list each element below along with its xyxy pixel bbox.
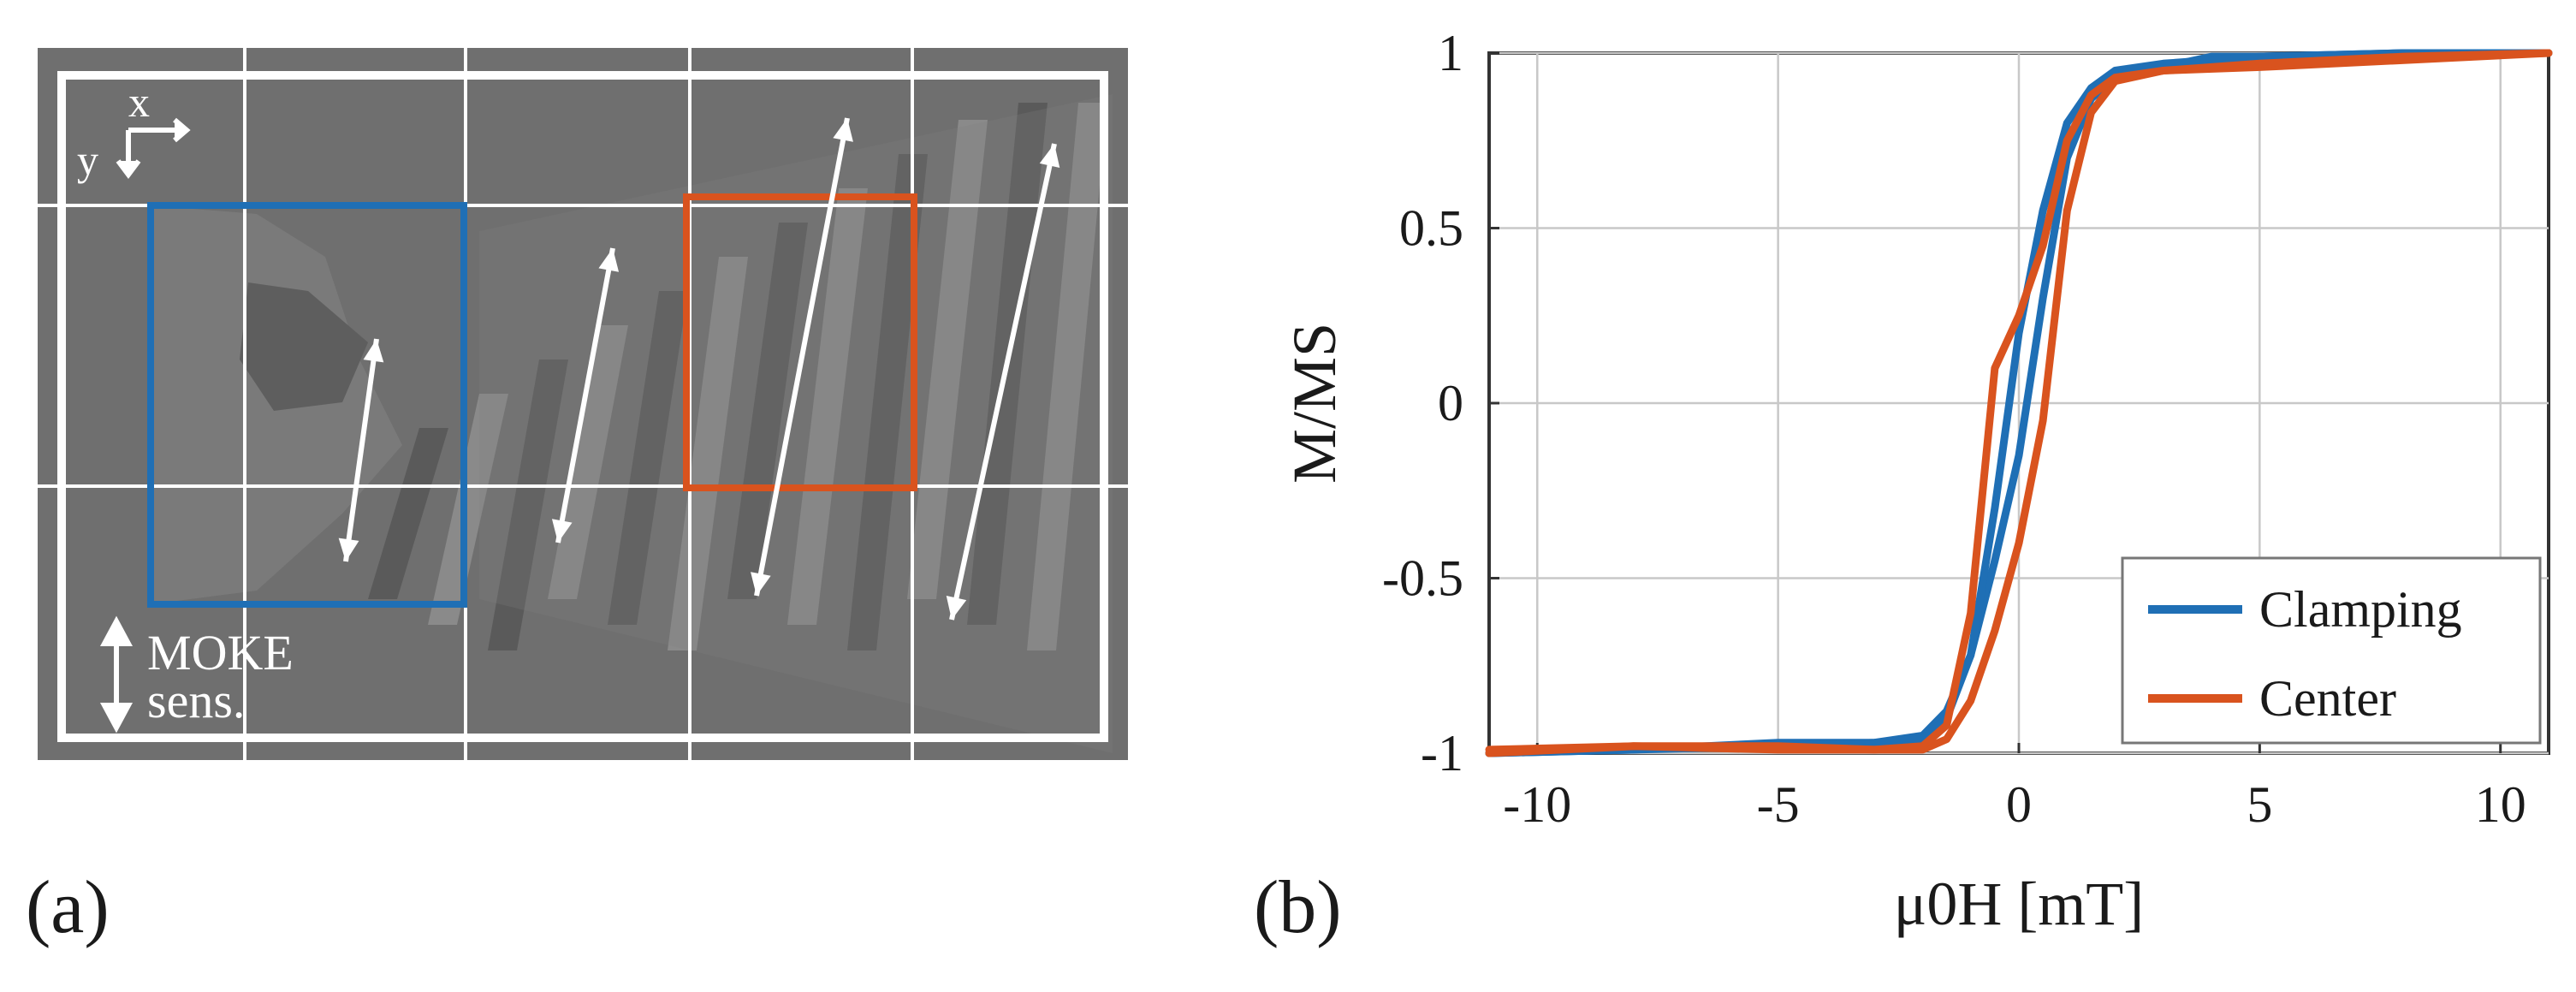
- y-tick-label: 0: [1438, 375, 1463, 431]
- y-tick-label: -0.5: [1382, 550, 1463, 607]
- x-tick-label: -10: [1503, 776, 1571, 833]
- domain-stripe: [428, 394, 508, 625]
- center-region-box: [683, 193, 917, 491]
- legend-entry: Center: [2259, 670, 2396, 727]
- domain-stripe: [488, 359, 568, 650]
- x-tick-label: 10: [2475, 776, 2526, 833]
- sensitivity-label-line1: MOKE: [147, 625, 294, 680]
- domain-stripe: [368, 428, 448, 599]
- panel-a-label: (a): [26, 866, 110, 949]
- double-arrow: [751, 117, 853, 597]
- domain-stripe: [847, 154, 928, 650]
- domain-stripe: [668, 257, 748, 650]
- legend-entry: Clamping: [2259, 581, 2462, 638]
- sensitivity-arrow-icon: [99, 615, 134, 734]
- x-tick-label: 0: [2006, 776, 2032, 833]
- x-tick-label: -5: [1757, 776, 1800, 833]
- double-arrow: [946, 143, 1060, 621]
- y-tick-label: -1: [1421, 725, 1463, 781]
- axis-y-label: y: [77, 136, 98, 184]
- domain-stripes: [151, 94, 1113, 753]
- x-axis-title: μ0H [mT]: [1894, 870, 2145, 938]
- domain-stripe: [787, 188, 868, 625]
- coordinate-axes-icon: [116, 117, 191, 179]
- double-arrow: [551, 247, 620, 544]
- series-layer: [1485, 49, 2553, 757]
- y-axis-ticks: -1 -0.5 0 0.5 1: [1382, 25, 1499, 781]
- axis-x-label: x: [128, 78, 150, 126]
- y-axis-title: M/MS: [1280, 323, 1349, 484]
- double-arrow: [338, 338, 384, 562]
- y-tick-label: 1: [1438, 25, 1463, 81]
- domain-stripe: [548, 325, 628, 599]
- domain-stripe: [608, 291, 688, 625]
- series-line-center: [1485, 49, 2553, 754]
- stripe-region-shade: [479, 94, 1113, 753]
- domain-stripe: [1027, 103, 1107, 650]
- x-axis-ticks: -10 -5 0 5 10: [1503, 743, 2526, 833]
- y-tick-label: 0.5: [1399, 200, 1463, 257]
- domain-stripe: [907, 120, 988, 599]
- chart-legend: Clamping Center: [2121, 556, 2542, 745]
- panel-b-label: (b): [1254, 866, 1342, 949]
- sensitivity-label-line2: sens.: [147, 673, 245, 728]
- domain-stripe: [727, 223, 808, 599]
- image-frame: [57, 71, 1108, 742]
- x-tick-label: 5: [2247, 776, 2272, 833]
- clamping-region-box: [147, 202, 467, 608]
- legend-box: [2121, 556, 2542, 745]
- series-line-clamping: [1485, 49, 2553, 757]
- easy-axis-arrows: [338, 117, 1060, 621]
- clamping-domain-patch: [240, 282, 368, 411]
